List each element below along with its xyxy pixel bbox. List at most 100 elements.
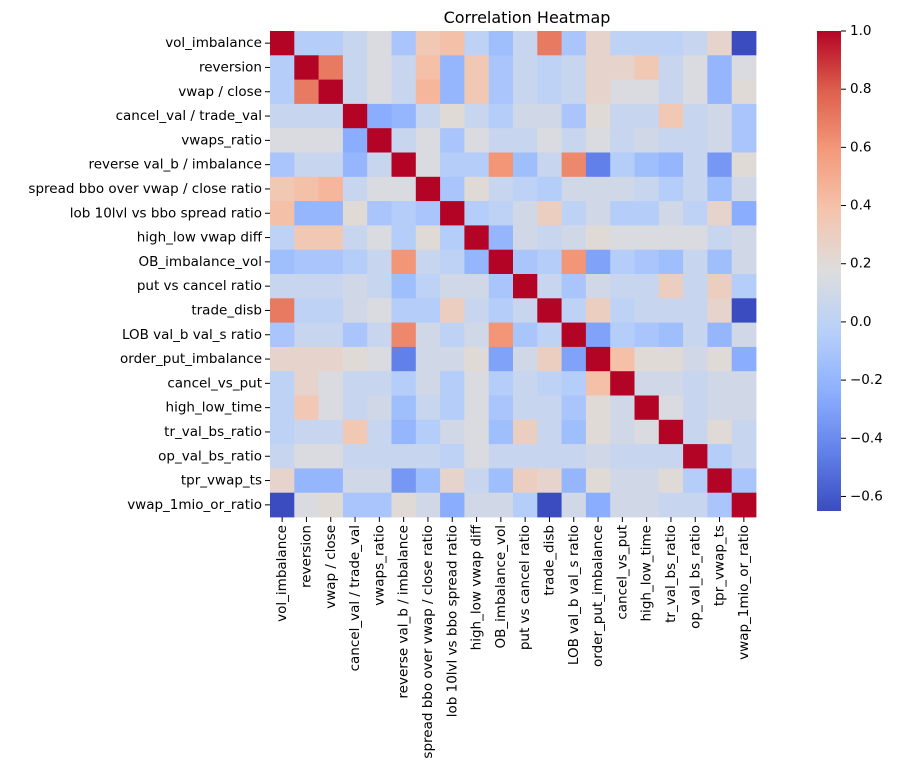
heatmap-cell: [634, 31, 660, 56]
heatmap-cell: [634, 201, 660, 226]
heatmap-cell: [513, 225, 538, 251]
heatmap-cell: [561, 322, 587, 348]
heatmap-cell: [464, 201, 490, 226]
x-tick-label: vwap_1mio_or_ratio: [736, 525, 752, 660]
heatmap-cell: [488, 444, 514, 469]
heatmap-cell: [537, 492, 562, 518]
y-tick-label: high_low_time: [166, 400, 262, 416]
heatmap-cell: [513, 444, 538, 469]
heatmap-cell: [391, 79, 417, 105]
heatmap-cell: [318, 322, 344, 348]
heatmap-cell: [537, 79, 562, 105]
heatmap-cell: [585, 371, 611, 396]
heatmap-cell: [440, 176, 465, 202]
y-tick-label: vwaps_ratio: [181, 132, 262, 148]
heatmap-cell: [537, 103, 562, 129]
heatmap-cell: [342, 152, 368, 178]
heatmap-cell: [270, 274, 295, 299]
x-axis-tick-labels: vol_imbalance reversion vwap / close cancel…: [274, 517, 752, 759]
heatmap-cell: [731, 201, 757, 226]
heatmap-cell: [610, 55, 635, 80]
heatmap-cell: [561, 346, 587, 372]
heatmap-cell: [513, 79, 538, 105]
heatmap-cell: [464, 103, 490, 129]
y-tick-label: spread bbo over vwap / close ratio: [28, 181, 262, 197]
heatmap-cell: [513, 128, 538, 153]
heatmap-cell: [537, 346, 562, 372]
heatmap-cell: [367, 79, 392, 105]
heatmap-cell: [464, 492, 490, 518]
heatmap-cell: [561, 274, 587, 299]
heatmap-cell: [270, 249, 295, 275]
heatmap-cell: [294, 371, 319, 396]
heatmap-cell: [488, 346, 514, 372]
x-tick-label: cancel_val / trade_val: [347, 525, 363, 671]
heatmap-cell: [488, 79, 514, 105]
heatmap-cell: [415, 419, 441, 445]
heatmap-cell: [707, 298, 733, 323]
y-tick-label: cancel_val / trade_val: [116, 108, 262, 124]
heatmap-cell: [634, 103, 660, 129]
heatmap-cell: [513, 31, 538, 56]
heatmap-cell: [634, 249, 660, 275]
heatmap-cell: [488, 103, 514, 129]
heatmap-cell: [634, 225, 660, 251]
heatmap-cell: [294, 79, 319, 105]
x-tick-label: tpr_vwap_ts: [712, 525, 728, 606]
heatmap-cell: [683, 274, 708, 299]
heatmap-cell: [270, 395, 295, 421]
heatmap-cell: [561, 298, 587, 323]
heatmap-cell: [440, 419, 465, 445]
heatmap-cell: [585, 55, 611, 80]
heatmap-cell: [464, 128, 490, 153]
heatmap-cell: [561, 492, 587, 518]
heatmap-cell: [658, 492, 684, 518]
heatmap-cell: [707, 201, 733, 226]
heatmap-cell: [318, 201, 344, 226]
heatmap-cell: [513, 419, 538, 445]
colorbar-tick-label: 1.0: [850, 23, 871, 39]
heatmap-cell: [610, 322, 635, 348]
heatmap-cell: [537, 371, 562, 396]
heatmap-cell: [367, 298, 392, 323]
heatmap-cell: [488, 225, 514, 251]
heatmap-cell: [683, 249, 708, 275]
heatmap-cell: [342, 249, 368, 275]
heatmap-cell: [683, 322, 708, 348]
heatmap-cell: [294, 395, 319, 421]
heatmap-cell: [731, 419, 757, 445]
heatmap-cell: [415, 201, 441, 226]
heatmap-cell: [610, 371, 635, 396]
heatmap-cell: [294, 176, 319, 202]
heatmap-cell: [707, 249, 733, 275]
heatmap-cell: [415, 298, 441, 323]
heatmap-cell: [342, 468, 368, 494]
heatmap-cell: [270, 492, 295, 518]
x-tick-label: vol_imbalance: [274, 525, 290, 622]
heatmap-cell: [537, 55, 562, 80]
heatmap-cell: [294, 225, 319, 251]
heatmap-cell: [658, 346, 684, 372]
heatmap-cell: [464, 55, 490, 80]
heatmap-cell: [342, 346, 368, 372]
heatmap-cell: [488, 274, 514, 299]
heatmap-cell: [658, 468, 684, 494]
heatmap-cell: [440, 103, 465, 129]
heatmap-cell: [561, 395, 587, 421]
heatmap-cell: [610, 201, 635, 226]
heatmap-cell: [513, 346, 538, 372]
heatmap-cell: [585, 322, 611, 348]
heatmap-cell: [537, 274, 562, 299]
heatmap-cell: [561, 31, 587, 56]
heatmap-cell: [464, 346, 490, 372]
heatmap-cell: [464, 152, 490, 178]
x-tick-label: high_low_time: [639, 525, 655, 621]
heatmap-cell: [707, 152, 733, 178]
y-tick-label: put vs cancel ratio: [137, 278, 262, 294]
heatmap-cell: [561, 79, 587, 105]
heatmap-cell: [464, 322, 490, 348]
heatmap-cell: [683, 492, 708, 518]
heatmap-cell: [391, 419, 417, 445]
heatmap-cell: [391, 492, 417, 518]
heatmap-cell: [391, 225, 417, 251]
